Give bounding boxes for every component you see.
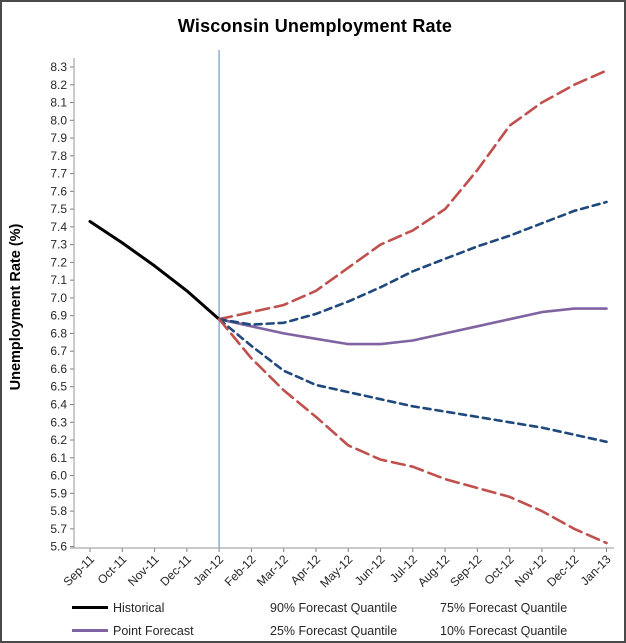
y-tick-label: 7.3: [50, 238, 67, 252]
legend-label: 10% Forecast Quantile: [440, 623, 568, 638]
y-tick-label: 6.2: [50, 433, 67, 447]
x-tick-label: Oct-12: [481, 552, 517, 588]
y-tick-label: 7.2: [50, 255, 67, 269]
series-25-forecast-quantile: [217, 317, 608, 444]
x-tick-label: Sep-12: [447, 552, 484, 589]
y-tick-label: 6.1: [50, 451, 67, 465]
y-tick-label: 8.1: [50, 96, 67, 110]
y-tick-label: 5.6: [50, 540, 67, 554]
legend-item-historical: Historical: [72, 601, 235, 615]
legend-label: Point Forecast: [113, 623, 194, 638]
legend-label: Historical: [113, 600, 165, 615]
x-tick-label: Mar-12: [254, 552, 291, 589]
x-tick-label: Nov-11: [125, 552, 162, 589]
legend-item-10-forecast-quantile: 10% Forecast Quantile: [405, 624, 585, 638]
y-tick-label: 6.5: [50, 380, 67, 394]
legend-item-25-forecast-quantile: 25% Forecast Quantile: [235, 624, 405, 638]
x-tick-label: Nov-12: [512, 552, 549, 589]
x-tick-label: Sep-11: [60, 552, 97, 589]
y-tick-label: 7.6: [50, 184, 67, 198]
legend-line-sample: [72, 629, 108, 632]
x-tick-label: Jan-12: [190, 552, 226, 588]
legend-item-point-forecast: Point Forecast: [72, 624, 235, 638]
chart-title: Wisconsin Unemployment Rate: [177, 16, 453, 36]
legend-item-90-forecast-quantile: 90% Forecast Quantile: [235, 601, 405, 615]
y-tick-label: 8.0: [50, 113, 67, 127]
y-tick-label: 7.4: [50, 220, 67, 234]
y-tick-label: 5.8: [50, 504, 67, 518]
legend-line-sample: [72, 606, 108, 609]
unemployment-rate-plot: 8.3 8.2 8.1 8.0 7.9 7.8 7.7 7.6 7.5 7.4 7.3 7.2 7.1 7…: [50, 50, 614, 590]
x-tick-label: Feb-12: [222, 552, 259, 589]
series-90-forecast-quantile: [217, 69, 608, 321]
x-tick-label: Jan-13: [578, 552, 614, 588]
y-tick-label: 7.1: [50, 273, 67, 287]
y-tick-label: 8.2: [50, 78, 67, 92]
chart-legend: Historical 90% Forecast Quantile 75% Forec…: [72, 596, 612, 641]
legend-label: 75% Forecast Quantile: [440, 600, 568, 615]
series-75-forecast-quantile: [217, 200, 608, 326]
y-tick-label: 6.0: [50, 469, 67, 483]
y-tick-label: 5.9: [50, 486, 67, 500]
x-tick-label: May-12: [317, 552, 355, 590]
y-tick-label: 7.0: [50, 291, 67, 305]
legend-item-75-forecast-quantile: 75% Forecast Quantile: [405, 601, 585, 615]
y-tick-label: 6.6: [50, 362, 67, 376]
x-tick-label: Dec-11: [157, 552, 194, 589]
y-tick-label: 6.9: [50, 309, 67, 323]
x-tick-label: Aug-12: [415, 552, 452, 589]
legend-row: Point Forecast 25% Forecast Quantile 10% F…: [72, 619, 612, 641]
y-tick-label: 8.3: [50, 60, 67, 74]
series-historical: [88, 220, 221, 321]
y-tick-label: 7.9: [50, 131, 67, 145]
y-tick-label: 6.8: [50, 326, 67, 340]
y-tick-label: 6.7: [50, 344, 67, 358]
x-tick-label: Jun-12: [352, 552, 388, 588]
y-tick-label: 7.7: [50, 167, 67, 181]
x-tick-label: Oct-11: [95, 552, 130, 587]
legend-row: Historical 90% Forecast Quantile 75% Forec…: [72, 596, 612, 619]
x-tick-label: Dec-12: [544, 552, 581, 589]
legend-label: 25% Forecast Quantile: [270, 623, 398, 638]
legend-label: 90% Forecast Quantile: [270, 600, 398, 615]
series-10-forecast-quantile: [217, 317, 608, 545]
y-tick-label: 6.4: [50, 397, 67, 411]
series-point-forecast: [217, 307, 608, 346]
y-tick-label: 6.3: [50, 415, 67, 429]
y-tick-label: 5.7: [50, 522, 67, 536]
y-tick-label: 7.5: [50, 202, 67, 216]
y-tick-label: 7.8: [50, 149, 67, 163]
